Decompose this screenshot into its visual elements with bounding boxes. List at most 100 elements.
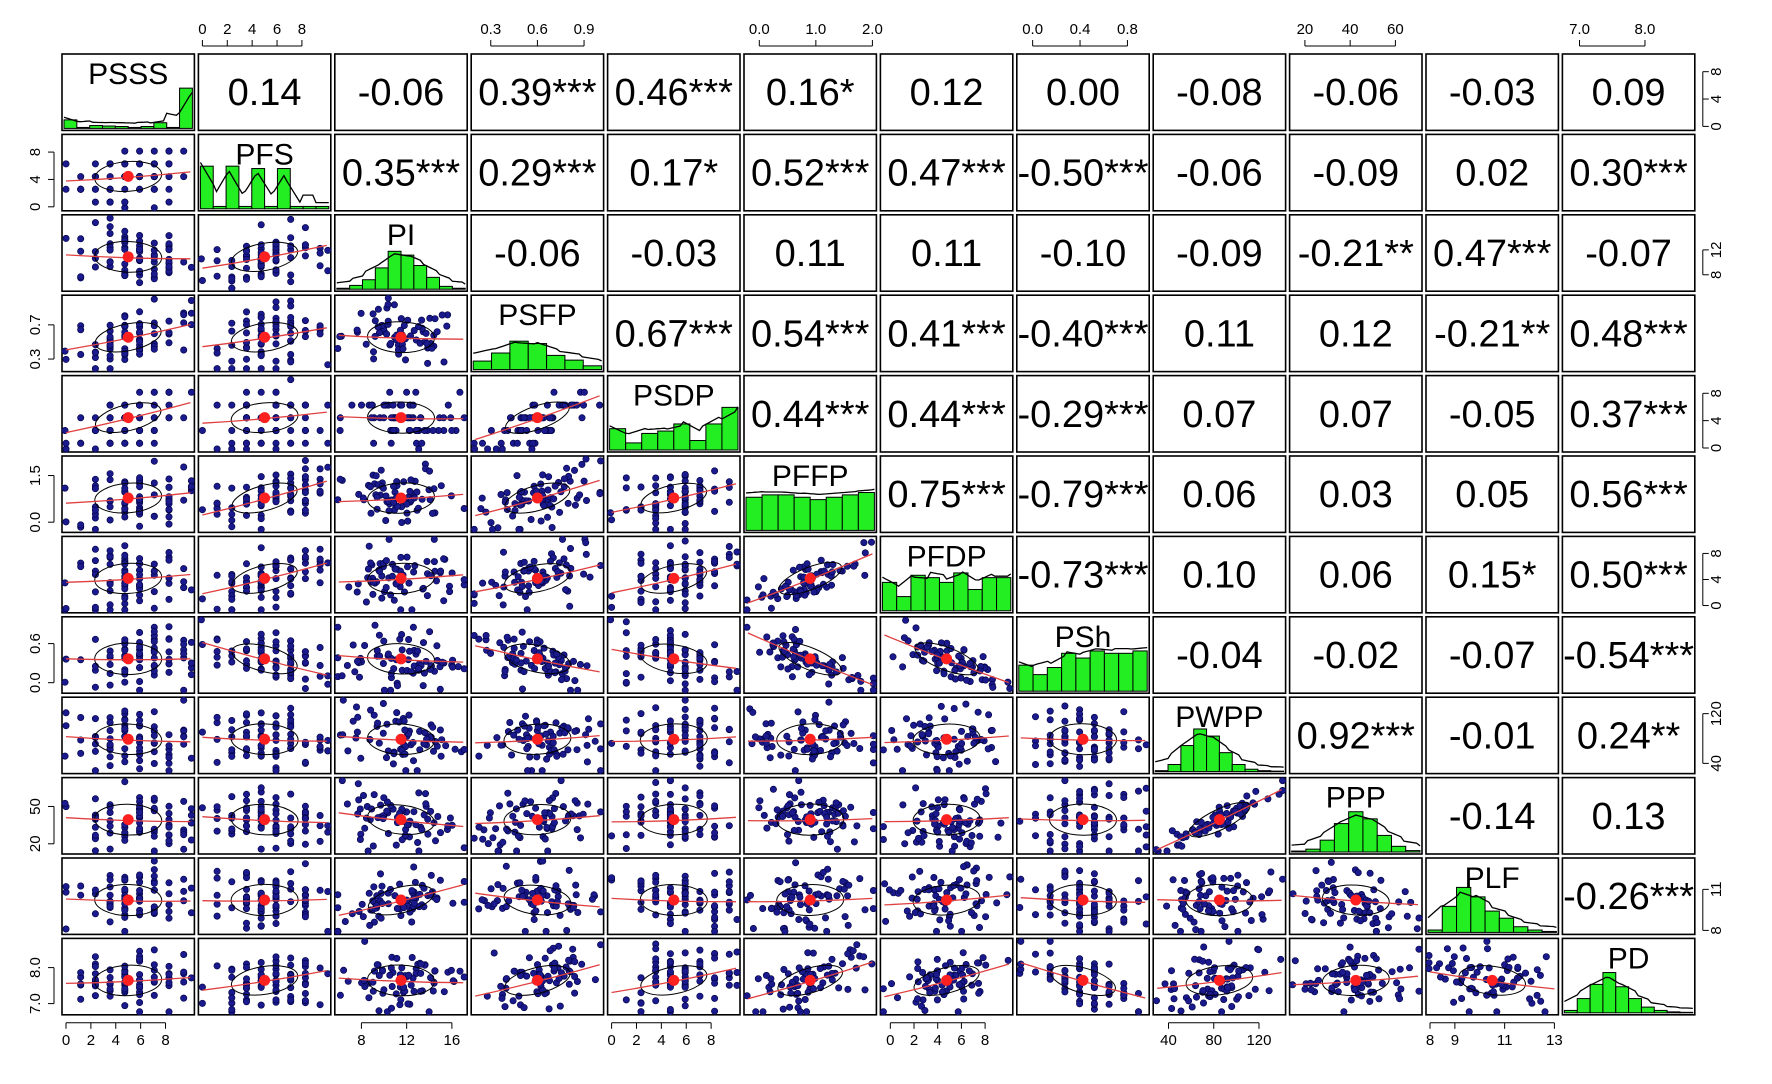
panel-ppp-pwpp (1152, 776, 1287, 855)
panel-psdp-psh: -0.29*** (1015, 374, 1150, 453)
scatter-point (272, 357, 280, 365)
scatter-point (806, 920, 814, 928)
scatter-point (785, 752, 793, 760)
scatter-point (1090, 726, 1098, 734)
scatter-point (869, 759, 877, 767)
scatter-point (301, 252, 309, 260)
correlation-value: 0.15* (1448, 555, 1537, 597)
scatter-point (401, 726, 409, 734)
scatter-point (62, 185, 70, 193)
scatter-point (106, 223, 114, 231)
scatter-point (336, 475, 344, 483)
scatter-point (136, 1008, 144, 1016)
scatter-point (198, 276, 206, 284)
scatter-point (136, 716, 144, 724)
scatter-point (287, 996, 295, 1004)
scatter-point (165, 914, 173, 922)
scatter-point (301, 575, 309, 583)
scatter-point (828, 955, 836, 963)
mean-point (668, 653, 680, 665)
scatter-point (316, 262, 324, 270)
scatter-point (681, 686, 689, 694)
panel-pi-pi: PI (333, 214, 468, 293)
scatter-point (410, 808, 418, 816)
scatter-point (572, 891, 580, 899)
scatter-point (637, 641, 645, 649)
scatter-point (1178, 842, 1186, 850)
scatter-point (637, 877, 645, 885)
scatter-point (213, 867, 221, 875)
panel-pfs-psfp: 0.29*** (470, 133, 605, 212)
scatter-point (213, 803, 221, 811)
mean-point (804, 733, 816, 745)
mean-point (941, 814, 953, 826)
scatter-point (243, 919, 251, 927)
scatter-point (779, 1005, 787, 1013)
scatter-point (180, 414, 188, 422)
mean-point (804, 974, 816, 986)
panel-frame (606, 53, 741, 132)
scatter-point (506, 414, 514, 422)
scatter-point (180, 950, 188, 958)
scatter-point (91, 603, 99, 611)
scatter-point (523, 745, 531, 753)
scatter-point (460, 844, 468, 852)
panel-frame (743, 133, 878, 212)
scatter-point (795, 997, 803, 1005)
scatter-point (136, 232, 144, 240)
scatter-point (150, 832, 158, 840)
scatter-point (1120, 916, 1128, 924)
scatter-point (652, 997, 660, 1005)
scatter-point (364, 847, 372, 855)
panel-psss-pfdp: 0.12 (879, 53, 1014, 132)
scatter-point (725, 542, 733, 550)
scatter-point (666, 950, 674, 958)
scatter-point (524, 767, 532, 775)
scatter-point (400, 588, 408, 596)
scatter-point (681, 927, 689, 935)
scatter-point (1266, 887, 1274, 895)
scatter-point (539, 471, 547, 479)
panel-psfp-pffp: 0.54*** (743, 294, 878, 373)
scatter-point (711, 869, 719, 877)
scatter-point (906, 742, 914, 750)
scatter-point (334, 927, 342, 935)
scatter-point (150, 759, 158, 767)
scatter-point (382, 583, 390, 591)
scatter-point (257, 388, 265, 396)
scatter-point (597, 808, 605, 816)
scatter-point (711, 913, 719, 921)
scatter-points (470, 388, 604, 453)
scatter-point (607, 509, 615, 517)
scatter-point (545, 473, 553, 481)
scatter-point (508, 751, 516, 759)
scatter-point (1177, 886, 1185, 894)
histogram-bar (1244, 768, 1259, 773)
mean-point (122, 492, 134, 504)
scatter-point (334, 904, 342, 912)
scatter-point (622, 670, 630, 678)
scatter-point (301, 802, 309, 810)
scatter-point (165, 246, 173, 254)
scatter-point (743, 606, 751, 614)
scatter-point (766, 648, 774, 656)
scatter-point (1061, 867, 1069, 875)
scatter-point (301, 241, 309, 249)
scatter-point (375, 631, 383, 639)
scatter-point (345, 583, 353, 591)
histogram-bar (761, 494, 779, 531)
scatter-point (574, 686, 582, 694)
scatter-point (1221, 923, 1229, 931)
scatter-point (272, 629, 280, 637)
scatter-point (1061, 895, 1069, 903)
panel-plf-psss (61, 857, 196, 936)
scatter-point (733, 948, 741, 956)
scatter-point (213, 713, 221, 721)
scatter-point (243, 732, 251, 740)
scatter-point (869, 686, 877, 694)
scatter-point (431, 315, 439, 323)
scatter-point (91, 414, 99, 422)
scatter-point (287, 642, 295, 650)
scatter-point (121, 426, 129, 434)
scatter-point (869, 886, 877, 894)
